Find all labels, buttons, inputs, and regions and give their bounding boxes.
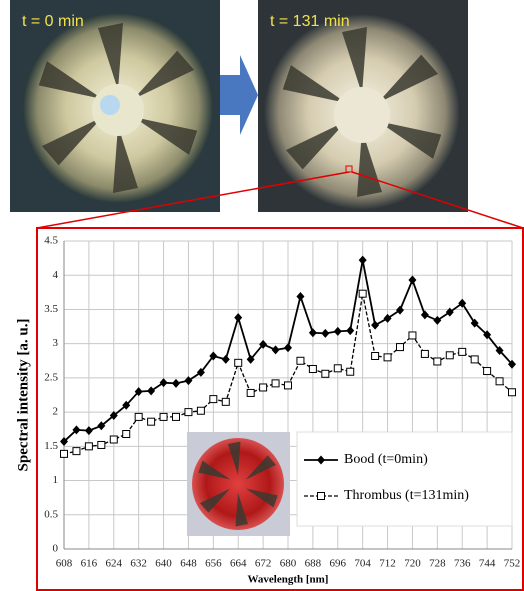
arrow: [220, 55, 258, 135]
marker: [98, 441, 105, 448]
x-tick-label: 712: [379, 558, 396, 570]
x-axis-label: Wavelength [nm]: [248, 574, 329, 586]
x-tick-label: 616: [81, 558, 98, 570]
marker: [309, 365, 316, 372]
marker: [185, 409, 192, 416]
x-tick-label: 680: [280, 558, 297, 570]
legend-box: [297, 432, 512, 526]
marker: [322, 370, 329, 377]
marker: [61, 450, 68, 457]
marker: [484, 368, 491, 375]
marker: [123, 431, 130, 438]
photo-t0: [10, 0, 220, 212]
marker: [210, 396, 217, 403]
marker: [334, 365, 341, 372]
marker: [197, 407, 204, 414]
y-tick-label: 2.5: [44, 371, 58, 383]
marker: [85, 443, 92, 450]
y-tick-label: 2: [53, 406, 59, 418]
marker: [421, 350, 428, 357]
marker: [297, 357, 304, 364]
marker: [471, 356, 478, 363]
x-tick-label: 744: [479, 558, 496, 570]
marker: [347, 368, 354, 375]
y-tick-label: 3: [53, 337, 59, 349]
annotation: t = 0 min: [22, 13, 84, 30]
x-tick-label: 624: [106, 558, 123, 570]
y-tick-label: 3.5: [44, 303, 58, 315]
y-tick-label: 0.5: [44, 508, 58, 520]
figure: t = 0 min t = 131 min 0 0.5 1 1.5 2 2.5 3 3.5 4 4…: [0, 0, 524, 591]
marker: [384, 354, 391, 361]
marker: [359, 290, 366, 297]
y-axis-label: Spectral intensity [a. u.]: [15, 319, 31, 472]
inset-photo: [187, 432, 290, 536]
marker: [73, 448, 80, 455]
legend-label: Bood (t=0min): [344, 452, 428, 467]
legend-label: Thrombus (t=131min): [344, 488, 469, 503]
marker: [318, 493, 325, 500]
x-tick-label: 632: [130, 558, 147, 570]
marker: [509, 389, 516, 396]
annotation: t = 131 min: [270, 13, 350, 30]
x-tick-label: 640: [155, 558, 172, 570]
x-tick-label: 656: [205, 558, 222, 570]
marker: [173, 413, 180, 420]
marker: [148, 418, 155, 425]
marker: [409, 332, 416, 339]
marker: [496, 378, 503, 385]
x-tick-label: 664: [230, 558, 247, 570]
x-tick-label: 720: [404, 558, 421, 570]
marker: [434, 358, 441, 365]
marker: [160, 413, 167, 420]
marker: [235, 359, 242, 366]
photo-t131: [258, 0, 468, 212]
y-tick-label: 4: [53, 269, 59, 281]
x-tick-label: 608: [56, 558, 73, 570]
marker: [247, 389, 254, 396]
x-tick-label: 752: [504, 558, 521, 570]
x-tick-label: 648: [180, 558, 197, 570]
x-tick-label: 704: [354, 558, 371, 570]
y-tick-label: 0: [53, 543, 59, 555]
marker: [446, 352, 453, 359]
marker: [272, 380, 279, 387]
marker: [285, 382, 292, 389]
x-tick-label: 736: [454, 558, 471, 570]
x-tick-label: 696: [330, 558, 347, 570]
x-tick-label: 688: [305, 558, 322, 570]
marker: [135, 413, 142, 420]
x-tick-label: 672: [255, 558, 272, 570]
marker: [459, 348, 466, 355]
y-tick-label: 4.5: [44, 235, 58, 247]
y-tick-label: 1: [53, 474, 59, 486]
y-tick-label: 1.5: [44, 440, 58, 452]
marker: [397, 344, 404, 351]
marker: [110, 436, 117, 443]
x-tick-label: 728: [429, 558, 446, 570]
marker: [372, 352, 379, 359]
marker: [260, 384, 267, 391]
marker: [222, 398, 229, 405]
